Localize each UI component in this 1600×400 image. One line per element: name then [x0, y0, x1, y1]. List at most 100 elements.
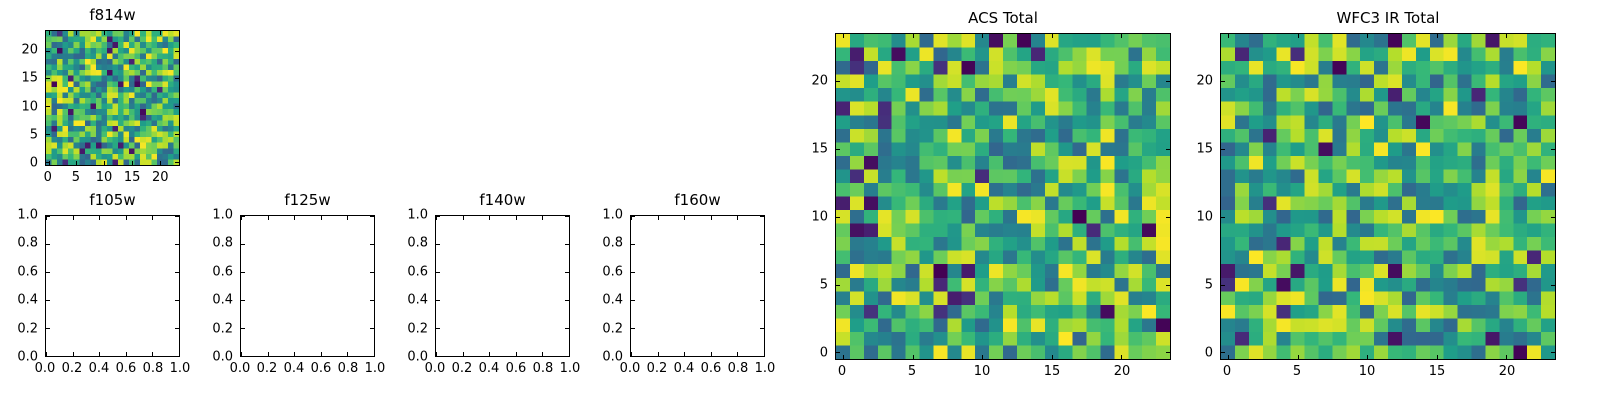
x-tick-label: 0.6	[310, 361, 332, 376]
x-tick-mark	[436, 352, 437, 356]
x-tick-mark	[657, 216, 659, 220]
x-tick-mark	[48, 31, 50, 35]
x-tick-mark	[1121, 34, 1123, 38]
x-tick-mark	[72, 216, 74, 220]
y-tick-mark	[175, 78, 179, 80]
x-tick-label: 0.2	[646, 361, 668, 376]
y-tick-mark	[760, 300, 764, 301]
x-tick-mark	[99, 352, 101, 356]
x-tick-label: 0.2	[61, 361, 83, 376]
x-tick-mark	[76, 31, 78, 35]
y-tick-label: 0.2	[602, 321, 623, 337]
x-tick-mark	[267, 352, 269, 356]
subplot-f814w: f814w 0 5 10 15 20 0 5 10 15 20	[21, 8, 180, 184]
plot-area-f105w	[45, 215, 180, 357]
x-tick-label: 0.8	[532, 361, 554, 376]
y-tick-label: 0.2	[17, 321, 38, 337]
plot-area-f160w	[630, 215, 765, 357]
y-tick-mark	[241, 356, 245, 357]
x-tick-label: 1.0	[364, 361, 386, 376]
plot-area-f125w	[240, 215, 375, 357]
y-tick-label: 0.4	[212, 292, 233, 308]
x-tick-mark	[104, 161, 106, 165]
x-tick-mark	[347, 352, 349, 356]
x-tick-mark	[1227, 355, 1229, 359]
x-tick-label: 0.6	[505, 361, 527, 376]
x-tick-mark	[1367, 355, 1369, 359]
x-tick-mark	[912, 355, 914, 359]
y-tick-mark	[175, 244, 179, 245]
y-tick-mark	[1551, 216, 1555, 218]
x-tick-label: 1.0	[169, 361, 191, 376]
x-tick-label: 10	[95, 170, 113, 185]
y-tick-mark	[46, 272, 50, 273]
x-tick-label: 0	[43, 170, 52, 185]
x-tick-mark	[631, 352, 632, 356]
y-tick-mark	[760, 216, 764, 217]
y-tick-mark	[1221, 284, 1225, 286]
y-tick-mark	[1221, 216, 1225, 218]
y-tick-label: 0.8	[17, 235, 38, 251]
y-tick-label: 1.0	[17, 207, 38, 223]
x-tick-mark	[374, 216, 375, 220]
x-tick-label: 0.4	[88, 361, 110, 376]
x-tick-label: 0.6	[700, 361, 722, 376]
x-tick-mark	[179, 216, 180, 220]
x-tick-mark	[462, 216, 464, 220]
x-tick-mark	[1506, 34, 1508, 38]
subplot-f140w: f140w 0.0 0.2 0.4 0.6 0.8 1.0 0.0 0.2 0.4 0.6 0.8 1…	[407, 193, 580, 376]
x-tick-label: 0.0	[34, 361, 56, 376]
x-tick-mark	[46, 216, 47, 220]
y-tick-label: 0.2	[212, 321, 233, 337]
y-tick-label: 0.8	[602, 235, 623, 251]
y-tick-mark	[46, 106, 50, 108]
x-tick-mark	[982, 355, 984, 359]
x-tick-mark	[131, 161, 133, 165]
x-tick-mark	[1506, 355, 1508, 359]
y-tick-mark	[370, 272, 374, 273]
plot-title-f814w: f814w	[89, 6, 136, 24]
x-tick-mark	[1436, 34, 1438, 38]
subplot-f125w: f125w 0.0 0.2 0.4 0.6 0.8 1.0 0.0 0.2 0.4 0.6 0.8 1…	[212, 193, 385, 376]
heatmap-image-acs-total	[836, 34, 1170, 359]
x-tick-label: 0.2	[256, 361, 278, 376]
x-tick-mark	[320, 216, 322, 220]
x-tick-mark	[684, 352, 686, 356]
y-tick-mark	[175, 106, 179, 108]
y-tick-mark	[836, 149, 840, 151]
y-tick-label: 0.4	[407, 292, 428, 308]
y-tick-label: 0.0	[17, 349, 38, 365]
y-tick-mark	[631, 272, 635, 273]
x-tick-label: 20	[152, 170, 169, 185]
y-tick-label: 0	[819, 345, 828, 361]
y-tick-mark	[836, 81, 840, 83]
x-tick-mark	[515, 352, 517, 356]
y-tick-mark	[631, 356, 635, 357]
y-tick-mark	[175, 162, 179, 164]
y-tick-mark	[565, 244, 569, 245]
x-tick-label: 0.0	[229, 361, 251, 376]
y-tick-mark	[760, 244, 764, 245]
x-tick-mark	[104, 31, 106, 35]
y-tick-mark	[46, 216, 50, 217]
y-tick-label: 15	[811, 141, 828, 157]
x-tick-label: 0.6	[115, 361, 137, 376]
y-tick-mark	[241, 244, 245, 245]
x-tick-mark	[179, 352, 180, 356]
y-tick-mark	[565, 272, 569, 273]
x-tick-label: 0.0	[424, 361, 446, 376]
x-tick-mark	[267, 216, 269, 220]
y-tick-mark	[1551, 81, 1555, 83]
x-tick-label: 10	[973, 364, 991, 379]
y-tick-label: 0.8	[407, 235, 428, 251]
y-tick-mark	[565, 356, 569, 357]
x-tick-mark	[1297, 355, 1299, 359]
plot-area-wfc3-ir-total	[1220, 33, 1556, 360]
x-tick-mark	[131, 31, 133, 35]
x-tick-label: 15	[1428, 364, 1446, 379]
plot-title-f125w: f125w	[284, 191, 331, 209]
y-tick-mark	[1221, 149, 1225, 151]
y-tick-mark	[436, 328, 440, 329]
y-tick-mark	[436, 216, 440, 217]
